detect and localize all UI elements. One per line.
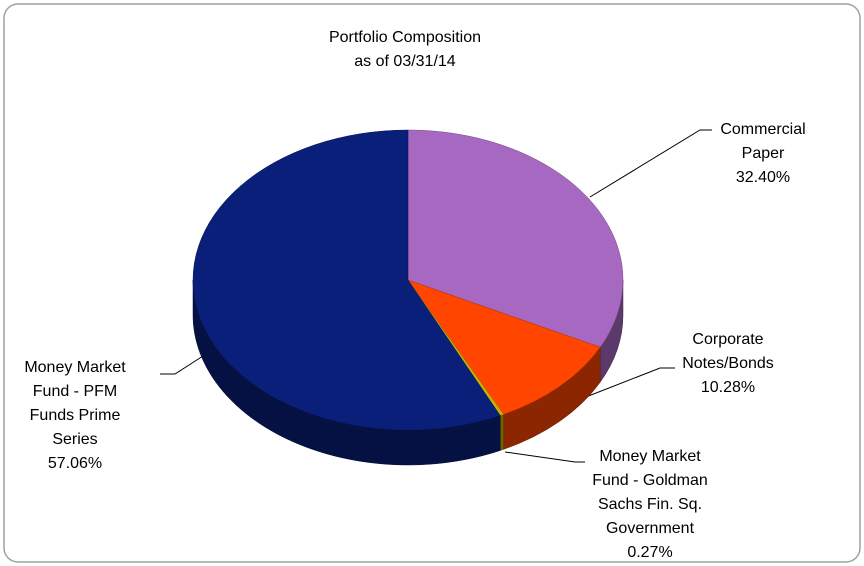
leader-line — [160, 355, 204, 375]
chart-subtitle: as of 03/31/14 — [354, 53, 456, 70]
slice-label: Money Market Fund - PFM Funds Prime Series — [24, 359, 126, 448]
slice-label: Money Market Fund - Goldman Sachs Fin. Sq.… — [592, 448, 708, 537]
slice-value-label: 57.06% — [48, 455, 102, 472]
slice-label: Corporate Notes/Bonds — [682, 331, 774, 372]
slice-value-label: 10.28% — [701, 379, 755, 396]
pie-slice — [407, 279, 601, 415]
pie-slice — [407, 129, 624, 348]
leader-line — [504, 451, 585, 463]
chart-title: Portfolio Composition — [329, 29, 481, 46]
leader-line — [589, 129, 712, 198]
pie-slice — [192, 129, 501, 431]
slice-label: Commercial Paper — [720, 121, 805, 162]
slice-value-label: 0.27% — [627, 544, 672, 561]
pie-tops — [192, 129, 624, 431]
pie-slice-side — [499, 414, 504, 451]
slice-value-label: 32.40% — [736, 169, 790, 186]
